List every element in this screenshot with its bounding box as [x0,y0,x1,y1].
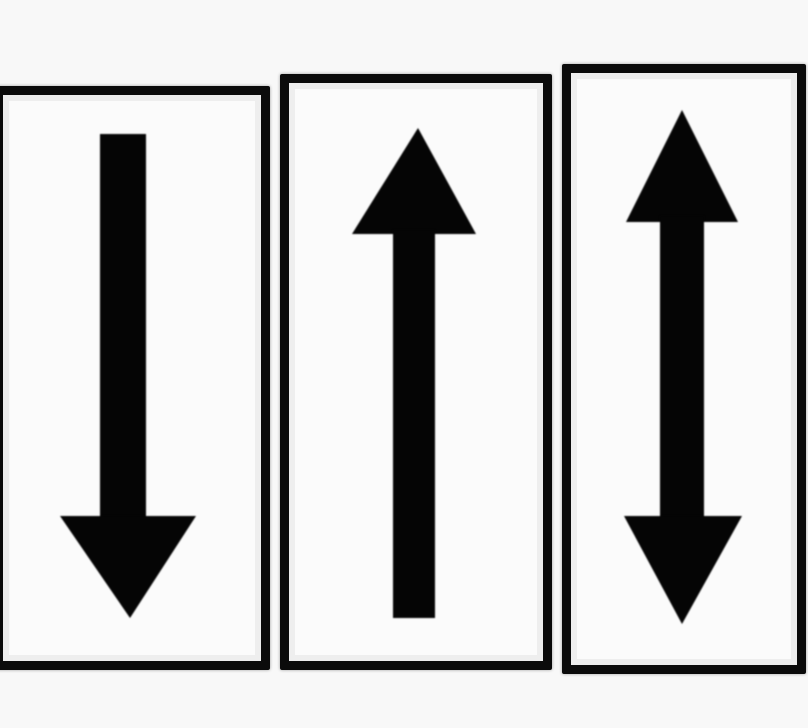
down-arrow-sign [0,86,270,670]
sign-frame [0,86,270,670]
up-down-arrow-sign [562,64,806,674]
arrow-up-down-icon [624,110,742,624]
arrow-up-icon [352,128,476,618]
sign-frame [562,64,806,674]
arrow-down-icon [60,134,196,618]
up-arrow-sign [280,74,552,670]
sign-frame [280,74,552,670]
